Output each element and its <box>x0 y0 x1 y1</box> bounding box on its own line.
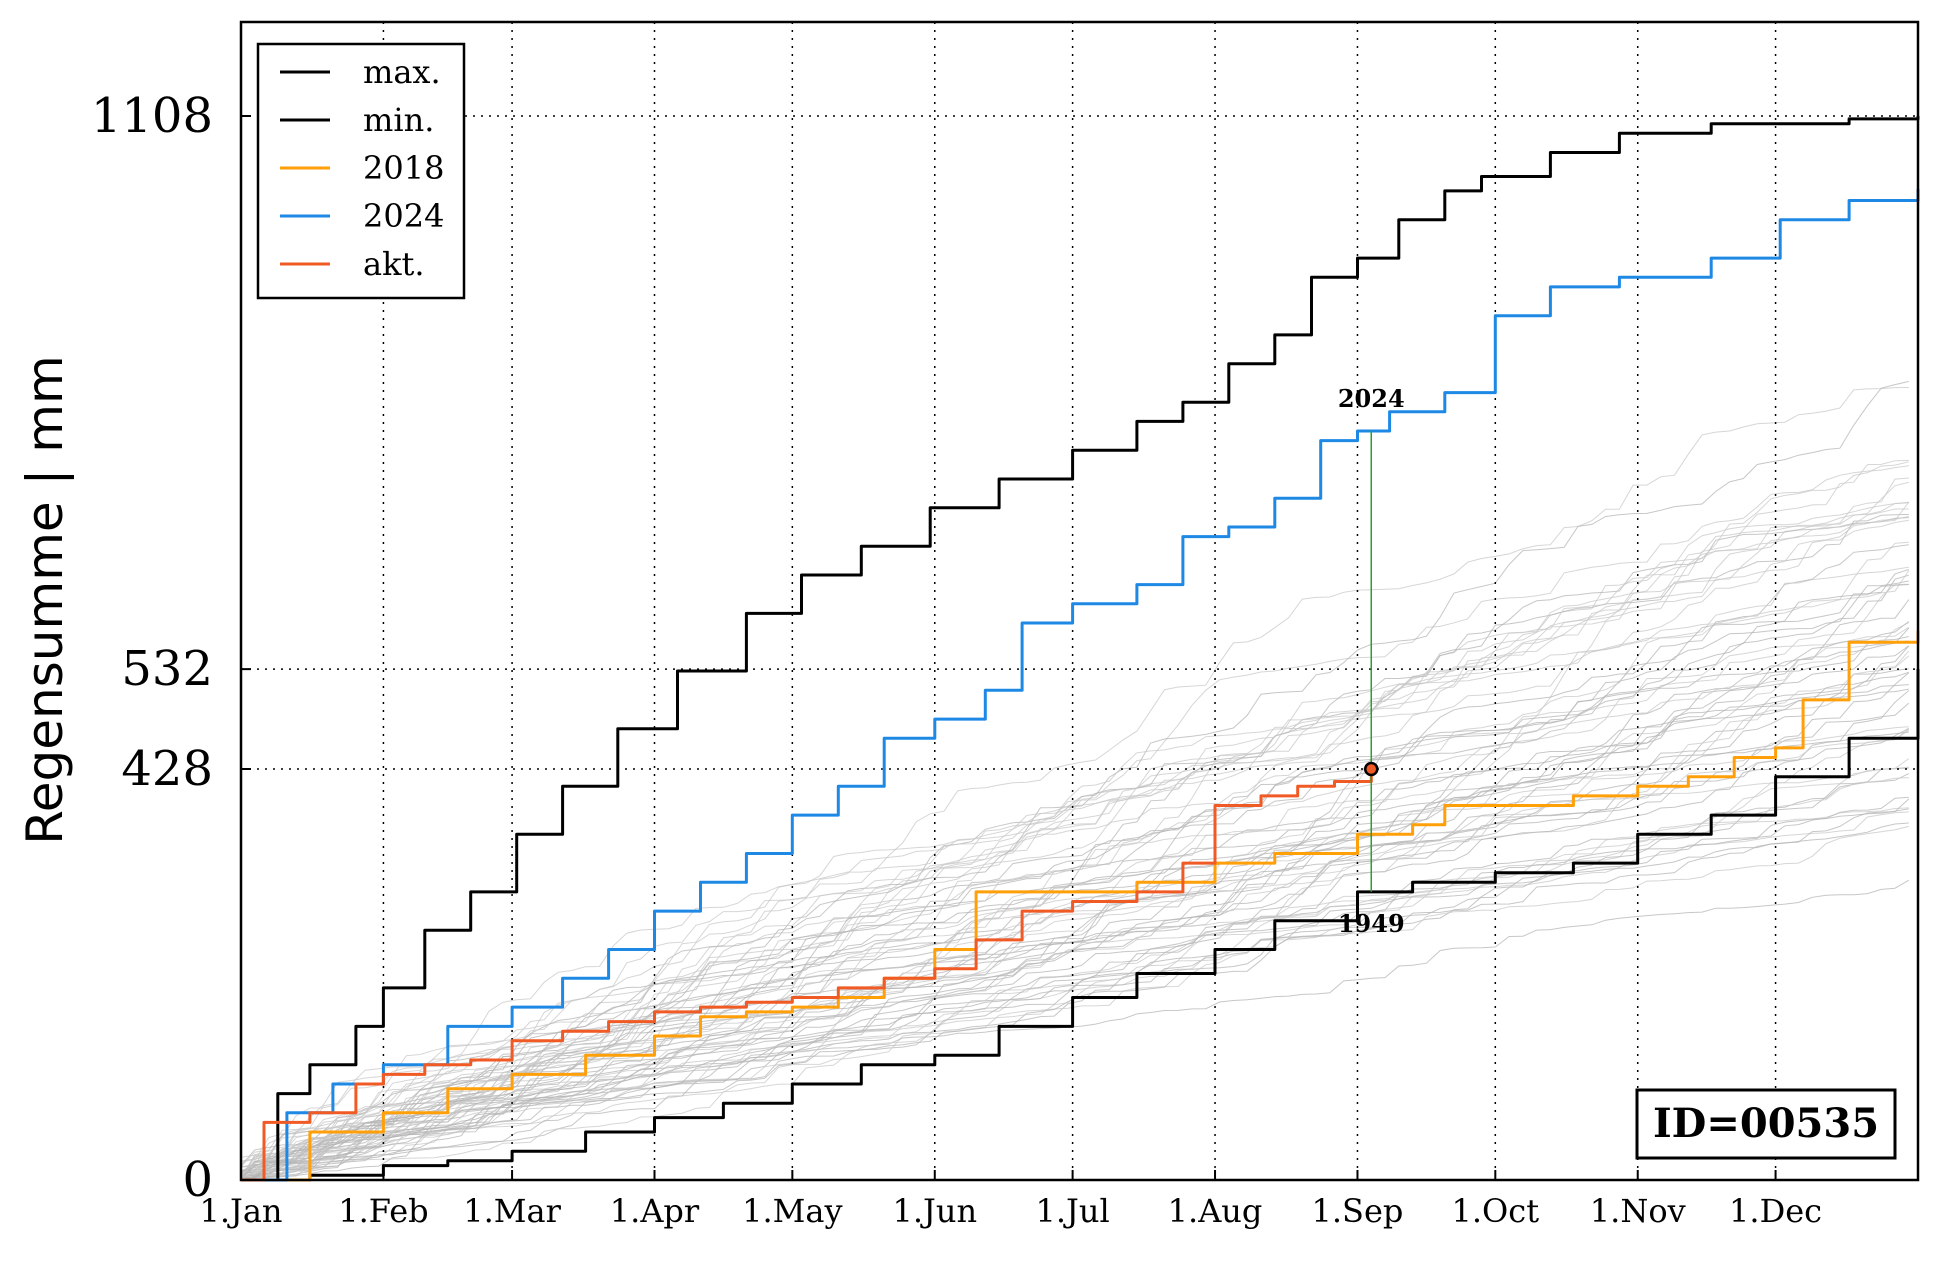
legend-label: 2018 <box>363 149 444 187</box>
axes <box>239 20 1920 1182</box>
background-year-line <box>240 502 1909 1178</box>
annotation-year-1949: 1949 <box>1338 909 1405 938</box>
background-year-line <box>240 465 1909 1180</box>
main-series <box>241 116 1920 1182</box>
current-value-marker <box>1364 761 1379 777</box>
series-line-2018 <box>241 630 1920 1182</box>
background-year-line <box>240 655 1910 1163</box>
legend-label: min. <box>363 101 434 139</box>
id-label: ID=00535 <box>1653 1100 1879 1147</box>
y-tick-label: 1108 <box>91 88 213 144</box>
legend-label: max. <box>363 53 441 91</box>
y-axis-label: Regensumme | mm <box>16 355 74 844</box>
background-year-line <box>240 566 1909 1179</box>
background-year-line <box>240 796 1909 1172</box>
background-year-line <box>240 517 1909 1181</box>
background-year-line <box>240 541 1909 1175</box>
series-line-akt <box>241 769 1373 1182</box>
background-year-line <box>240 728 1910 1179</box>
background-year-line <box>240 825 1909 1178</box>
background-year-line <box>240 688 1909 1181</box>
background-year-line <box>240 501 1910 1158</box>
background-year-line <box>240 727 1910 1178</box>
background-year-line <box>240 879 1910 1180</box>
background-year-line <box>240 650 1910 1180</box>
background-year-line <box>240 729 1910 1180</box>
background-year-line <box>240 766 1909 1168</box>
annotations: 2024 1949 <box>1338 384 1405 938</box>
id-box: ID=00535 <box>1635 1088 1897 1160</box>
y-tick-label: 532 <box>121 641 213 697</box>
background-year-line <box>240 702 1910 1180</box>
background-year-line <box>240 672 1910 1172</box>
legend: max. min. 2018 2024 akt. <box>256 42 466 300</box>
y-tick-label: 0 <box>182 1152 213 1208</box>
background-year-line <box>240 777 1909 1181</box>
x-tick-label: 1.Jul <box>1036 1192 1110 1230</box>
series-line-2024 <box>241 189 1920 1182</box>
background-year-line <box>240 570 1910 1180</box>
x-tick-label: 1.Apr <box>610 1192 700 1230</box>
legend-box <box>256 42 466 300</box>
x-tick-label: 1.Aug <box>1168 1192 1263 1230</box>
background-year-line <box>240 599 1910 1180</box>
background-year-line <box>240 584 1909 1181</box>
background-year-line <box>240 519 1909 1181</box>
background-year-line <box>240 461 1909 1178</box>
legend-label: 2024 <box>363 197 444 235</box>
background-lines <box>240 380 1910 1181</box>
x-tick-label: 1.Feb <box>338 1192 428 1230</box>
background-year-line <box>240 544 1909 1180</box>
series-line-min <box>241 669 1920 1182</box>
background-year-line <box>240 460 1909 1180</box>
background-year-line <box>240 671 1909 1180</box>
background-year-line <box>240 514 1909 1177</box>
background-year-line <box>240 640 1909 1180</box>
series-line-max <box>241 116 1920 1182</box>
y-tick-labels: 0 428 532 1108 <box>91 88 213 1208</box>
x-tick-label: 1.Sep <box>1312 1192 1404 1230</box>
x-tick-label: 1.Dec <box>1729 1192 1822 1230</box>
background-year-line <box>240 773 1910 1173</box>
background-year-line <box>240 569 1909 1179</box>
x-tick-label: 1.Jun <box>892 1192 977 1230</box>
legend-label: akt. <box>363 245 425 283</box>
x-tick-labels: 1.Jan 1.Feb 1.Mar 1.Apr 1.May 1.Jun 1.Jul 1.Aug… <box>199 1192 1822 1230</box>
background-year-line <box>240 501 1909 1162</box>
background-year-line <box>240 808 1909 1180</box>
background-year-line <box>240 380 1909 1179</box>
plot-frame <box>239 20 1920 1182</box>
background-year-line <box>240 690 1910 1180</box>
x-tick-label: 1.Nov <box>1590 1192 1686 1230</box>
x-tick-label: 1.Jan <box>199 1192 282 1230</box>
x-tick-label: 1.Oct <box>1452 1192 1540 1230</box>
x-tick-label: 1.Mar <box>463 1192 561 1230</box>
annotation-year-2024: 2024 <box>1338 384 1405 413</box>
background-year-line <box>240 508 1909 1178</box>
background-year-line <box>240 477 1909 1179</box>
y-tick-label: 428 <box>121 741 213 797</box>
background-year-line <box>240 387 1909 1168</box>
x-tick-label: 1.May <box>742 1192 842 1230</box>
